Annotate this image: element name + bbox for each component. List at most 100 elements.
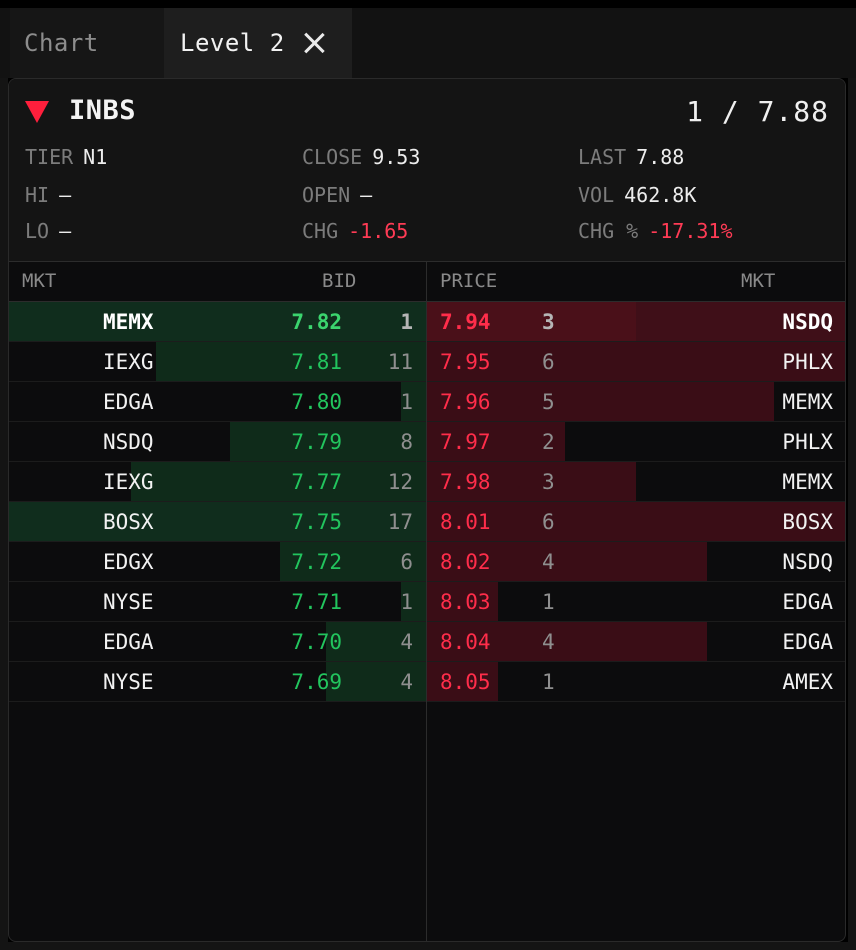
symbol-row: INBS <box>25 95 136 126</box>
bid-size: 1 <box>400 390 413 414</box>
stat-hi: HI — <box>25 183 71 207</box>
bid-depth-bar <box>401 582 426 621</box>
bid-price: 7.81 <box>291 350 342 374</box>
bid-depth-bar <box>9 302 426 341</box>
ask-market: PHLX <box>782 350 833 374</box>
ask-size: 4 <box>542 550 555 574</box>
stat-open-value: — <box>360 183 373 207</box>
size-last-summary: 1 / 7.88 <box>686 95 829 128</box>
ticker-symbol: INBS <box>69 95 137 126</box>
bid-price: 7.82 <box>291 310 342 334</box>
row-separator <box>9 461 845 462</box>
ask-market: NSDQ <box>782 550 833 574</box>
tab-bar-top-edge <box>0 0 856 8</box>
bid-row[interactable]: EDGX 7.72 6 <box>9 542 426 581</box>
down-triangle-icon <box>25 100 49 123</box>
bid-depth-bar <box>326 622 426 661</box>
stat-close-value: 9.53 <box>372 145 421 169</box>
ask-row[interactable]: 8.02 4 NSDQ <box>427 542 845 581</box>
bid-size: 4 <box>400 670 413 694</box>
ask-price: 7.96 <box>440 390 491 414</box>
ask-price: 8.04 <box>440 630 491 654</box>
bid-row[interactable]: NYSE 7.69 4 <box>9 662 426 701</box>
ask-row[interactable]: 8.03 1 EDGA <box>427 582 845 621</box>
ask-price: 7.97 <box>440 430 491 454</box>
bid-price: 7.71 <box>291 590 342 614</box>
ask-row[interactable]: 8.05 1 AMEX <box>427 662 845 701</box>
tab-level-2[interactable]: Level 2 <box>164 8 352 78</box>
ask-row[interactable]: 7.94 3 NSDQ <box>427 302 845 341</box>
ask-price: 8.02 <box>440 550 491 574</box>
ask-size: 6 <box>542 510 555 534</box>
bid-market: MEMX <box>103 310 154 334</box>
bid-depth-bar <box>230 422 426 461</box>
column-header-price: PRICE <box>440 270 498 292</box>
ask-depth-bar <box>427 662 498 701</box>
ask-market: NSDQ <box>782 310 833 334</box>
bid-market: NYSE <box>103 590 154 614</box>
ask-row[interactable]: 7.98 3 MEMX <box>427 462 845 501</box>
ask-row[interactable]: 8.04 4 EDGA <box>427 622 845 661</box>
ask-depth-bar <box>427 382 774 421</box>
stat-vol: VOL 462.8K <box>578 183 696 207</box>
stat-chg-pct: CHG % -17.31% <box>578 219 733 243</box>
ask-price: 8.05 <box>440 670 491 694</box>
ask-depth-bar <box>427 542 707 581</box>
ask-price: 7.94 <box>440 310 491 334</box>
ask-size: 2 <box>542 430 555 454</box>
stat-chg-pct-value: -17.31% <box>648 219 733 243</box>
row-separator <box>9 381 845 382</box>
bid-market: EDGX <box>103 550 154 574</box>
bid-price: 7.80 <box>291 390 342 414</box>
ask-price: 7.95 <box>440 350 491 374</box>
header-divider <box>9 261 845 262</box>
ask-row[interactable]: 8.01 6 BOSX <box>427 502 845 541</box>
ask-market: MEMX <box>782 470 833 494</box>
ask-row[interactable]: 7.95 6 PHLX <box>427 342 845 381</box>
stat-last: LAST 7.88 <box>578 145 684 169</box>
bid-row[interactable]: BOSX 7.75 17 <box>9 502 426 541</box>
ask-size: 1 <box>542 670 555 694</box>
bottom-edge <box>0 942 856 950</box>
ask-price: 7.98 <box>440 470 491 494</box>
ask-row[interactable]: 7.97 2 PHLX <box>427 422 845 461</box>
column-header-divider <box>9 301 845 302</box>
bid-ask-divider <box>426 261 427 941</box>
right-edge <box>848 78 856 942</box>
ask-depth-bar <box>427 582 498 621</box>
stat-close: CLOSE 9.53 <box>302 145 420 169</box>
bid-depth-bar <box>131 462 426 501</box>
ask-size: 4 <box>542 630 555 654</box>
ask-depth-bar <box>427 422 565 461</box>
ask-market: MEMX <box>782 390 833 414</box>
ask-row[interactable]: 7.96 5 MEMX <box>427 382 845 421</box>
stat-chg: CHG -1.65 <box>302 219 408 243</box>
tab-level-2-label: Level 2 <box>180 29 285 57</box>
ask-market: PHLX <box>782 430 833 454</box>
ask-size: 1 <box>542 590 555 614</box>
bid-row[interactable]: EDGA 7.80 1 <box>9 382 426 421</box>
ask-size: 6 <box>542 350 555 374</box>
bid-row[interactable]: IEXG 7.81 11 <box>9 342 426 381</box>
left-edge <box>0 78 8 942</box>
tab-chart[interactable]: Chart <box>10 8 164 78</box>
stat-hi-label: HI <box>25 183 50 207</box>
bid-depth-bar <box>9 502 426 541</box>
ask-market: AMEX <box>782 670 833 694</box>
ask-size: 3 <box>542 470 555 494</box>
bid-depth-bar <box>326 662 426 701</box>
bid-price: 7.79 <box>291 430 342 454</box>
stat-chg-value: -1.65 <box>348 219 409 243</box>
bid-row[interactable]: MEMX 7.82 1 <box>9 302 426 341</box>
row-separator <box>9 621 845 622</box>
ask-depth-bar <box>427 502 845 541</box>
column-header-bid: BID <box>322 270 357 292</box>
bid-row[interactable]: NYSE 7.71 1 <box>9 582 426 621</box>
bid-row[interactable]: EDGA 7.70 4 <box>9 622 426 661</box>
close-icon[interactable] <box>301 30 327 56</box>
bid-row[interactable]: IEXG 7.77 12 <box>9 462 426 501</box>
bid-price: 7.69 <box>291 670 342 694</box>
row-separator <box>9 501 845 502</box>
bid-row[interactable]: NSDQ 7.79 8 <box>9 422 426 461</box>
ask-size: 3 <box>542 310 555 334</box>
